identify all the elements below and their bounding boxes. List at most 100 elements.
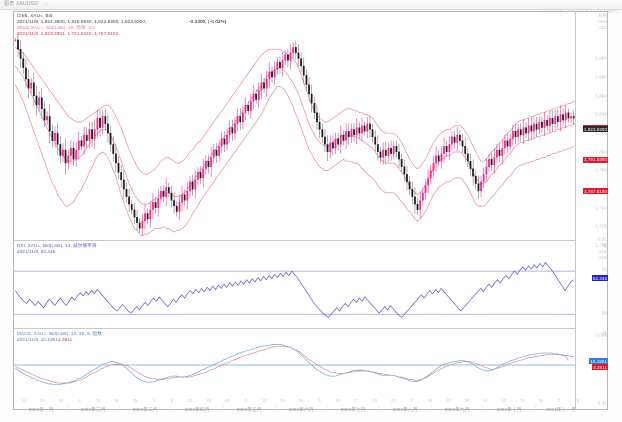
price-axis-tick: 1,740: [595, 205, 607, 211]
time-axis-day-tick: 7: [410, 398, 413, 403]
time-axis-day-tick: 5: [244, 398, 247, 403]
time-axis-month-tick: 2021年一月: [28, 408, 54, 413]
time-axis-separator: |: [534, 405, 536, 411]
time-axis-day-tick: 21: [40, 398, 46, 403]
rsi-axis-header-value: 值: [602, 243, 607, 248]
time-axis-month-tick: 2021年九月: [444, 408, 470, 413]
axis-header-price: 价格: [598, 13, 607, 18]
price-axis-foot: 0.01: [598, 236, 607, 242]
time-axis-day-tick: 12: [261, 398, 267, 403]
price-chart-canvas: [14, 32, 575, 237]
price-panel-header: CmB, XAU=, Bid 2021/11/9, 1,824.3600, 1,…: [17, 13, 146, 37]
time-axis-separator: |: [66, 405, 68, 411]
time-axis-separator: |: [118, 405, 120, 411]
macd-value-tag[interactable]: 4.3811: [592, 364, 608, 370]
price-panel[interactable]: CmB, XAU=, Bid 2021/11/9, 1,824.3600, 1,…: [14, 12, 575, 240]
price-axis-tick: 1,820: [595, 130, 607, 136]
bollinger-settings-line: Bbnd, XAU=, Bid(Last), 20, 简单, 2.0: [17, 25, 96, 30]
time-axis-day-tick: 18: [114, 398, 119, 403]
window-titlebar: 图表 XAUUSD ...: [0, 0, 622, 10]
time-axis-day-tick: 19: [520, 398, 525, 403]
macd-panel[interactable]: MACD, XAU=, Bid(Last), 12, 26, 9, 指数 202…: [14, 328, 575, 396]
time-axis-month-tick: 2021年二月: [80, 408, 106, 413]
time-axis-day-tick: 29: [224, 398, 230, 403]
price-value-tag[interactable]: 1,823.9300: [583, 126, 608, 133]
time-axis[interactable]: 14 21 28 4 11 18 25 1 8 15 22 29 5 12 19 26 3 10 17 24 31 7 14…: [13, 396, 608, 422]
ohlc-change-value: -0.3300, (-0.02%): [189, 19, 227, 24]
rsi-axis-header-usd: USD: [597, 249, 607, 254]
axis-header-ozs: Ozs: [599, 25, 607, 30]
rsi-panel[interactable]: RSI, XAU=, Bid(Last), 14, 威尔德平滑 2021/11/…: [14, 240, 575, 328]
price-axis-tick: 1,780: [595, 167, 607, 173]
time-axis-day-tick: 10: [335, 398, 341, 403]
time-axis-separator: |: [430, 405, 432, 411]
price-axis-tick: 1,840: [595, 111, 607, 117]
time-axis-month-tick: 2021年十一月: [546, 408, 576, 413]
time-axis-day-tick: 12: [501, 398, 507, 403]
price-axis-tick: 1,880: [595, 74, 607, 80]
time-axis-separator: |: [482, 405, 484, 411]
time-axis-day-tick: 22: [206, 398, 212, 403]
time-axis-separator: |: [222, 405, 224, 411]
rsi-panel-header: RSI, XAU=, Bid(Last), 14, 威尔德平滑 2021/11/…: [17, 243, 97, 255]
window-title: 图表 XAUUSD: [4, 1, 39, 7]
chart-frame: [13, 11, 608, 410]
price-value-tag[interactable]: 1,757.8100: [583, 188, 608, 195]
price-axis-tick: 1,700: [595, 242, 607, 248]
time-axis-separator: |: [326, 405, 328, 411]
price-value-tag[interactable]: 1,791.5300: [583, 156, 608, 163]
macd-axis-foot: 0.01: [598, 400, 607, 406]
price-axis-tick: 1,860: [595, 93, 607, 99]
time-axis-day-tick: 26: [298, 398, 304, 403]
time-axis-day-tick: 19: [280, 398, 285, 403]
macd-panel-header: MACD, XAU=, Bid(Last), 12, 26, 9, 指数 202…: [17, 331, 102, 343]
time-axis-day-tick: 26: [538, 398, 544, 403]
rsi-axis-tick: 70: [601, 267, 607, 273]
rsi-settings-line: RSI, XAU=, Bid(Last), 14, 威尔德平滑: [17, 243, 97, 248]
bollinger-values-line: 2021/11/9, 1,823.2901, 1,791.5340, 1,757…: [17, 31, 119, 36]
macd-axis-header-value: 值: [602, 331, 607, 336]
time-axis-month-tick: 2021年四月: [184, 408, 210, 413]
time-axis-month-tick: 2021年五月: [236, 408, 262, 413]
rsi-axis-header-ozs: Ozs: [599, 255, 607, 260]
time-axis-day-tick: 17: [354, 398, 359, 403]
time-axis-month-tick: 2021年十月: [496, 408, 522, 413]
time-axis-day-tick: 1: [152, 398, 155, 403]
price-axis-tick: 1,900: [595, 55, 607, 61]
macd-signal-value: 4.3811: [58, 337, 73, 342]
macd-chart-canvas: [14, 344, 575, 386]
time-axis-day-tick: 11: [95, 398, 101, 403]
time-axis-day-tick: 31: [390, 398, 396, 403]
macd-value-tag[interactable]: 10.1901: [589, 358, 608, 364]
right-price-axis[interactable]: 价格 USD Ozs 1,900 1,880 1,860 1,840 1,820 1,80…: [575, 11, 608, 410]
titlebar-menu-dots[interactable]: ...: [44, 1, 49, 7]
time-axis-day-tick: 4: [78, 398, 81, 403]
symbol-line: CmB, XAU=, Bid: [17, 13, 53, 18]
time-axis-day-tick: 14: [21, 398, 27, 403]
time-axis-day-tick: 28: [58, 398, 64, 403]
rsi-axis-foot: 0.001: [595, 332, 607, 338]
time-axis-day-tick: 5: [484, 398, 487, 403]
macd-settings-line: MACD, XAU=, Bid(Last), 12, 26, 9, 指数: [17, 331, 102, 336]
time-axis-separator: |: [274, 405, 276, 411]
rsi-chart-canvas: [14, 261, 575, 318]
time-axis-day-tick: 28: [464, 398, 470, 403]
axis-header-usd: USD: [597, 19, 607, 24]
rsi-value-tag[interactable]: 62.345: [591, 275, 608, 282]
time-axis-separator: |: [378, 405, 380, 411]
rsi-values-line: 2021/11/9, 62.345: [17, 249, 56, 254]
time-axis-month-tick: 2021年七月: [340, 408, 366, 413]
time-axis-month-tick: 2021年八月: [392, 408, 418, 413]
price-axis-tick: 1,720: [595, 223, 607, 229]
time-axis-day-tick: 8: [170, 398, 173, 403]
time-axis-day-tick: 3: [318, 398, 321, 403]
time-axis-day-tick: 25: [132, 398, 138, 403]
time-axis-day-tick: 21: [446, 398, 451, 403]
time-axis-day-tick: 14: [427, 398, 433, 403]
macd-values-line: 2021/11/9, 10.1901,: [17, 337, 60, 342]
time-axis-day-tick: 15: [187, 398, 193, 403]
time-axis-month-tick: 2021年六月: [288, 408, 314, 413]
time-axis-month-tick: 2021年三月: [132, 408, 158, 413]
rsi-axis-tick: 30: [601, 310, 607, 316]
